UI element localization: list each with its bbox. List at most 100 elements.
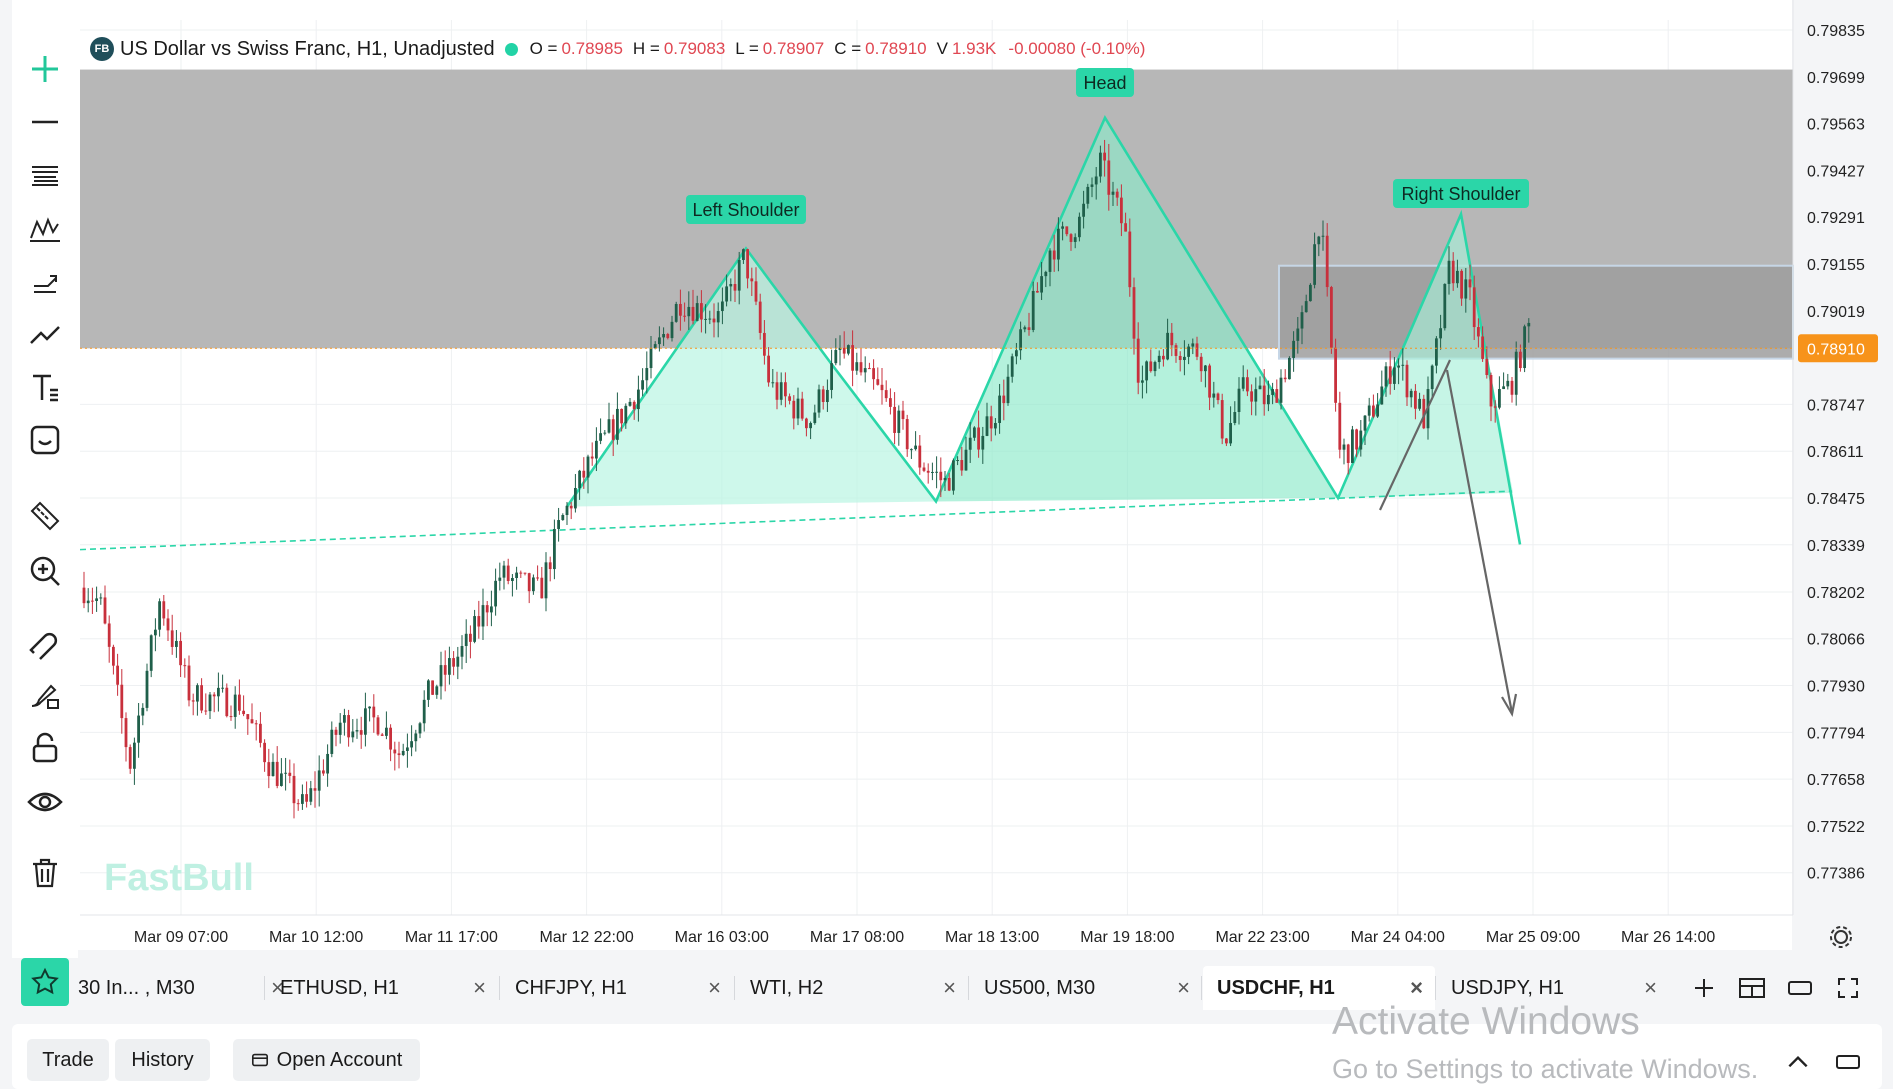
- candlesticks: [82, 139, 1531, 819]
- candle: [1241, 365, 1245, 392]
- projection-icon[interactable]: [12, 257, 78, 305]
- settings-icon[interactable]: [1830, 926, 1852, 948]
- high-value: 0.79083: [663, 39, 726, 58]
- tab-3[interactable]: WTI, H2 ×: [736, 966, 968, 1010]
- symbol-title[interactable]: US Dollar vs Swiss Franc, H1, Unadjusted: [120, 37, 495, 60]
- candle: [805, 417, 808, 437]
- close-icon[interactable]: ×: [1410, 975, 1423, 1000]
- candle: [721, 287, 724, 325]
- candle-body: [208, 694, 212, 712]
- candle-body: [1283, 377, 1287, 380]
- layout-icon[interactable]: [1734, 970, 1770, 1006]
- text-icon[interactable]: [12, 363, 78, 411]
- zoom-icon[interactable]: [12, 547, 78, 595]
- single-layout-icon[interactable]: [1782, 970, 1818, 1006]
- candle: [628, 397, 632, 407]
- open-account-button[interactable]: Open Account: [233, 1039, 420, 1081]
- candle: [1149, 349, 1153, 373]
- candle-body: [145, 670, 149, 708]
- brush-lock-icon[interactable]: [12, 671, 78, 719]
- close-icon[interactable]: ×: [271, 975, 284, 1000]
- tab-6[interactable]: USDJPY, H1 ×: [1437, 966, 1669, 1010]
- candle: [1170, 323, 1174, 357]
- candle: [1132, 277, 1136, 355]
- ruler-icon[interactable]: [12, 492, 78, 540]
- candle: [376, 715, 380, 736]
- candle-body: [1414, 390, 1417, 409]
- candle-body: [704, 318, 707, 320]
- close-icon[interactable]: ×: [708, 975, 721, 1000]
- candle: [637, 375, 640, 422]
- candle-body: [254, 723, 258, 725]
- tab-0[interactable]: 30 In... , M30 ×: [64, 966, 296, 1010]
- tab-2[interactable]: CHFJPY, H1 ×: [501, 966, 733, 1010]
- annotation-badge: [1393, 179, 1529, 208]
- candle: [1078, 212, 1081, 242]
- magnet-icon[interactable]: [12, 618, 78, 666]
- candle-body: [1099, 152, 1102, 177]
- add-tab-button[interactable]: [1686, 970, 1722, 1006]
- close-icon[interactable]: ×: [943, 975, 956, 1000]
- panel-toggle-icon[interactable]: [1830, 1044, 1866, 1080]
- candle-body: [872, 368, 875, 380]
- pattern-icon[interactable]: [12, 204, 78, 252]
- crosshair-icon[interactable]: [12, 45, 78, 93]
- candle-body: [448, 658, 451, 675]
- candle: [855, 352, 859, 375]
- candle-body: [884, 390, 888, 399]
- candle: [380, 733, 384, 737]
- current-price-badge: [1798, 334, 1878, 363]
- candle-body: [292, 775, 296, 804]
- time-tick-label: Mar 24 04:00: [1351, 929, 1445, 946]
- candle-body: [868, 368, 871, 370]
- drawing-toolbar: [12, 14, 78, 969]
- line-icon[interactable]: [12, 98, 78, 146]
- candle: [1321, 220, 1325, 251]
- candle-body: [1481, 336, 1484, 359]
- close-icon[interactable]: ×: [1644, 975, 1657, 1000]
- close-icon[interactable]: ×: [1177, 975, 1190, 1000]
- candle-body: [834, 350, 838, 364]
- fib-icon[interactable]: [12, 151, 78, 199]
- candle: [1288, 356, 1291, 380]
- candle-body: [624, 405, 628, 424]
- candle-body: [515, 572, 518, 579]
- candle-body: [1162, 355, 1165, 360]
- tab-4[interactable]: US500, M30 ×: [970, 966, 1202, 1010]
- candle: [263, 739, 266, 772]
- candle: [918, 435, 922, 475]
- candle: [687, 291, 691, 330]
- candle-body: [490, 606, 493, 613]
- price-tick-label: 0.79019: [1807, 304, 1865, 321]
- trash-icon[interactable]: [12, 849, 78, 897]
- candle: [574, 474, 577, 513]
- candle: [1141, 365, 1144, 399]
- tab-5[interactable]: USDCHF, H1 ×: [1203, 966, 1435, 1010]
- candle-body: [380, 734, 384, 736]
- candle: [641, 368, 644, 397]
- candle: [645, 351, 649, 394]
- trend-icon[interactable]: [12, 310, 78, 358]
- candle: [977, 410, 980, 458]
- candle: [406, 733, 409, 768]
- current-price-label: 0.78910: [1807, 341, 1865, 358]
- trade-button[interactable]: Trade: [27, 1039, 109, 1081]
- emoji-icon[interactable]: [12, 416, 78, 464]
- close-icon[interactable]: ×: [473, 975, 486, 1000]
- watchlist-star-button[interactable]: [21, 958, 69, 1006]
- history-button[interactable]: History: [115, 1039, 210, 1081]
- candle: [435, 684, 439, 699]
- tab-1[interactable]: ETHUSD, H1 ×: [266, 966, 498, 1010]
- price-tick-label: 0.77522: [1807, 819, 1865, 836]
- lock-icon[interactable]: [12, 724, 78, 772]
- candle: [1069, 233, 1073, 251]
- candle: [1233, 401, 1237, 426]
- fullscreen-icon[interactable]: [1830, 970, 1866, 1006]
- candle: [250, 703, 254, 724]
- candle-body: [1204, 365, 1207, 372]
- candle: [712, 303, 716, 338]
- candle-body: [880, 384, 884, 391]
- eye-icon[interactable]: [12, 778, 78, 826]
- chevron-up-icon[interactable]: [1780, 1044, 1816, 1080]
